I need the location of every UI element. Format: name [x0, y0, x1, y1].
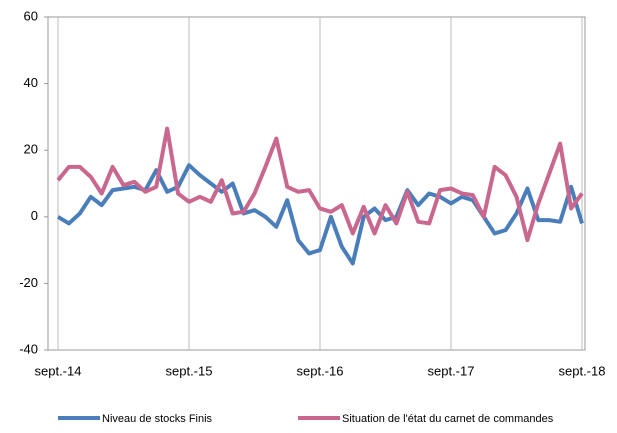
legend-label: Niveau de stocks Finis — [102, 413, 213, 425]
x-tick-label: sept.-18 — [559, 363, 606, 378]
y-tick-label: 60 — [24, 8, 38, 23]
y-tick-label: -20 — [19, 275, 38, 290]
y-tick-label: -40 — [19, 341, 38, 356]
y-tick-label: 40 — [24, 75, 38, 90]
y-tick-label: 20 — [24, 142, 38, 157]
plot-border — [47, 16, 586, 351]
x-tick-label: sept.-16 — [297, 363, 344, 378]
x-tick-label: sept.-17 — [428, 363, 475, 378]
series-line — [56, 126, 584, 243]
x-tick-label: sept.-14 — [35, 363, 82, 378]
x-tick-label: sept.-15 — [166, 363, 213, 378]
y-tick-label: 0 — [31, 208, 38, 223]
legend-label: Situation de l'état du carnet de command… — [342, 413, 554, 425]
